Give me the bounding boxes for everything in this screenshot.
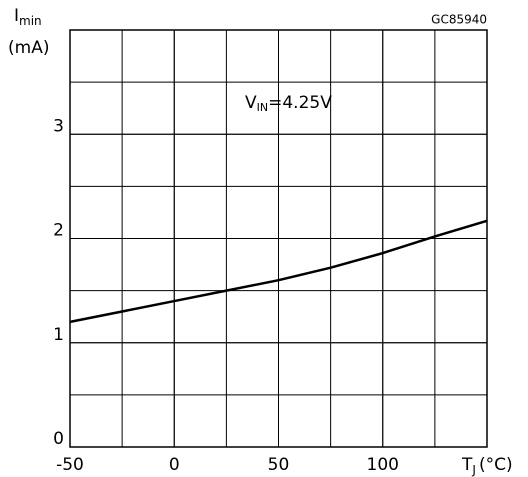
y-axis-unit: (mA)	[8, 38, 49, 58]
y-tick-label: 1	[53, 325, 64, 345]
annotation: VIN=4.25V	[245, 93, 332, 114]
y-tick-label: 3	[53, 116, 64, 136]
x-tick-label: -50	[56, 455, 84, 475]
x-axis-label: TJ (°C)	[461, 455, 513, 477]
x-tick-label: 50	[268, 455, 290, 475]
y-tick-label: 2	[53, 221, 64, 241]
x-tick-label: 100	[367, 455, 399, 475]
y-axis-label: Imin	[14, 6, 42, 28]
data-line	[69, 219, 488, 324]
figure-code: GC85940	[431, 13, 487, 27]
y-tick-label: 0	[53, 429, 64, 449]
x-tick-label: 0	[169, 455, 180, 475]
